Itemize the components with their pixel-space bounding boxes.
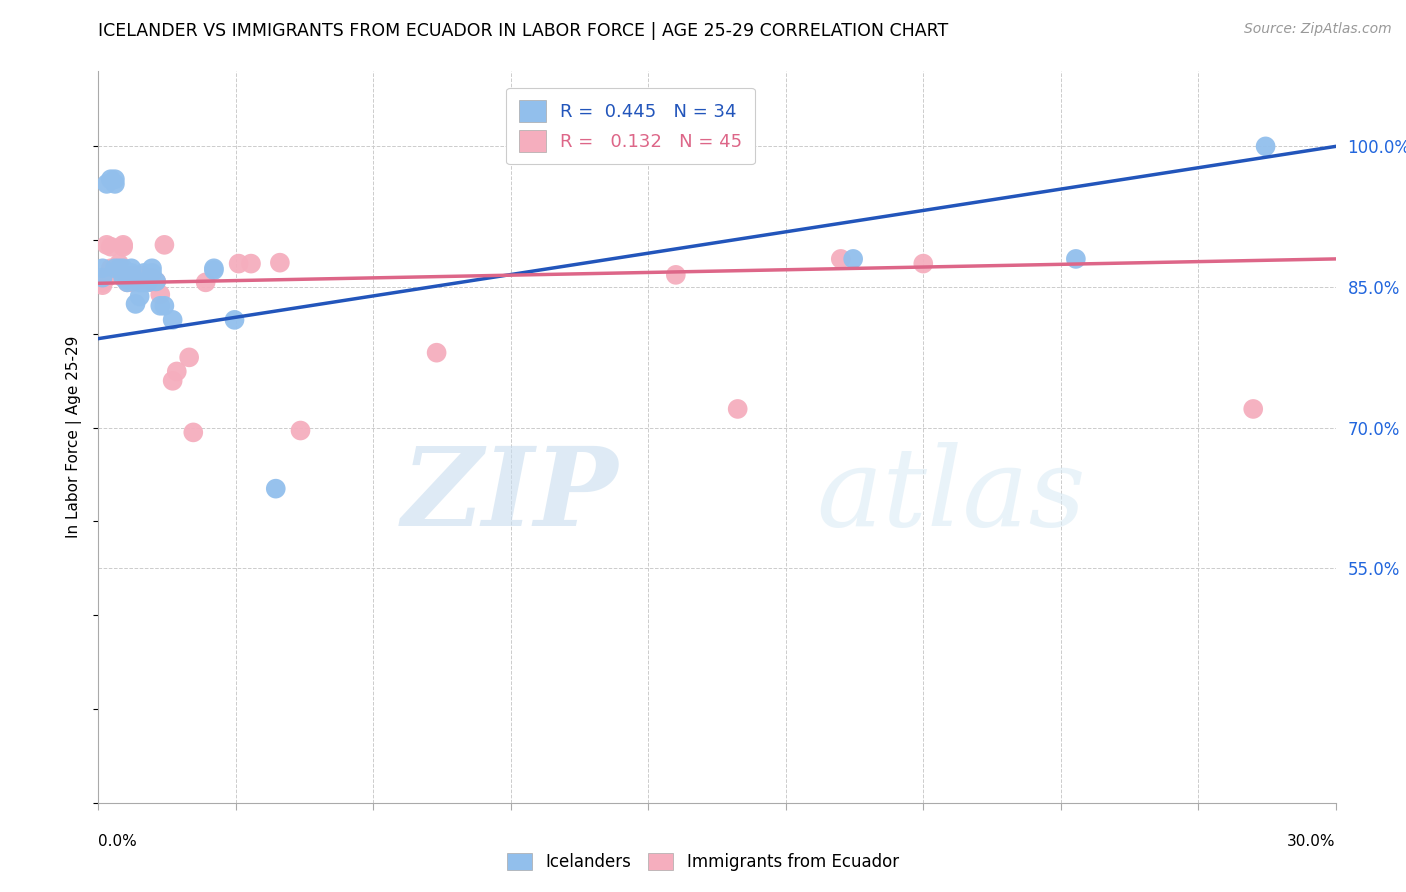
Point [100,261,122,276]
Point [117,268,139,283]
Point [108,261,131,276]
Text: atlas: atlas [815,442,1085,549]
Point [96,270,118,285]
Legend: R =  0.445   N = 34, R =   0.132   N = 45: R = 0.445 N = 34, R = 0.132 N = 45 [506,87,755,164]
Point [128,268,150,283]
Point [117,272,139,286]
Point [112,261,135,276]
Point [1254,139,1277,153]
Point [194,276,217,290]
Point [665,268,688,282]
Point [100,172,122,186]
Point [426,345,449,359]
Point [264,482,287,496]
Point [91,270,114,285]
Point [145,274,167,288]
Point [120,268,142,283]
Point [132,276,155,290]
Point [104,261,127,276]
Point [912,257,935,271]
Point [166,364,188,378]
Point [132,266,155,280]
Point [91,278,114,293]
Text: 0.0%: 0.0% [98,834,138,849]
Point [141,266,163,280]
Point [112,270,135,285]
Point [91,272,114,286]
Y-axis label: In Labor Force | Age 25-29: In Labor Force | Age 25-29 [66,336,83,538]
Point [141,276,163,290]
Point [112,237,135,252]
Point [141,261,163,276]
Point [290,424,312,438]
Point [96,237,118,252]
Point [153,299,176,313]
Point [202,263,225,277]
Point [91,276,114,290]
Point [132,268,155,283]
Point [91,261,114,276]
Point [162,374,184,388]
Text: Source: ZipAtlas.com: Source: ZipAtlas.com [1244,22,1392,37]
Point [240,257,263,271]
Point [91,276,114,290]
Point [1064,252,1087,266]
Point [124,273,146,287]
Text: ZIP: ZIP [402,442,619,549]
Point [202,261,225,276]
Point [100,240,122,254]
Point [104,177,127,191]
Point [145,274,167,288]
Text: 30.0%: 30.0% [1288,834,1336,849]
Point [269,255,291,269]
Point [136,272,159,286]
Legend: Icelanders, Immigrants from Ecuador: Icelanders, Immigrants from Ecuador [499,845,907,880]
Point [149,299,172,313]
Point [181,425,204,440]
Point [1241,401,1264,416]
Point [104,172,127,186]
Point [104,261,127,276]
Point [117,272,139,286]
Point [228,257,250,271]
Point [117,276,139,290]
Point [132,272,155,286]
Point [830,252,852,266]
Point [224,313,246,327]
Point [117,276,139,290]
Point [149,287,172,301]
Point [108,257,131,271]
Point [136,276,159,290]
Point [91,276,114,290]
Point [112,266,135,280]
Point [842,252,865,266]
Text: ICELANDER VS IMMIGRANTS FROM ECUADOR IN LABOR FORCE | AGE 25-29 CORRELATION CHAR: ICELANDER VS IMMIGRANTS FROM ECUADOR IN … [98,22,949,40]
Point [120,261,142,276]
Point [179,351,201,365]
Point [96,177,118,191]
Point [141,270,163,285]
Point [128,276,150,290]
Point [108,261,131,276]
Point [112,240,135,254]
Point [727,401,749,416]
Point [120,266,142,280]
Point [153,237,176,252]
Point [120,276,142,290]
Point [124,297,146,311]
Point [124,268,146,283]
Point [128,289,150,303]
Point [162,313,184,327]
